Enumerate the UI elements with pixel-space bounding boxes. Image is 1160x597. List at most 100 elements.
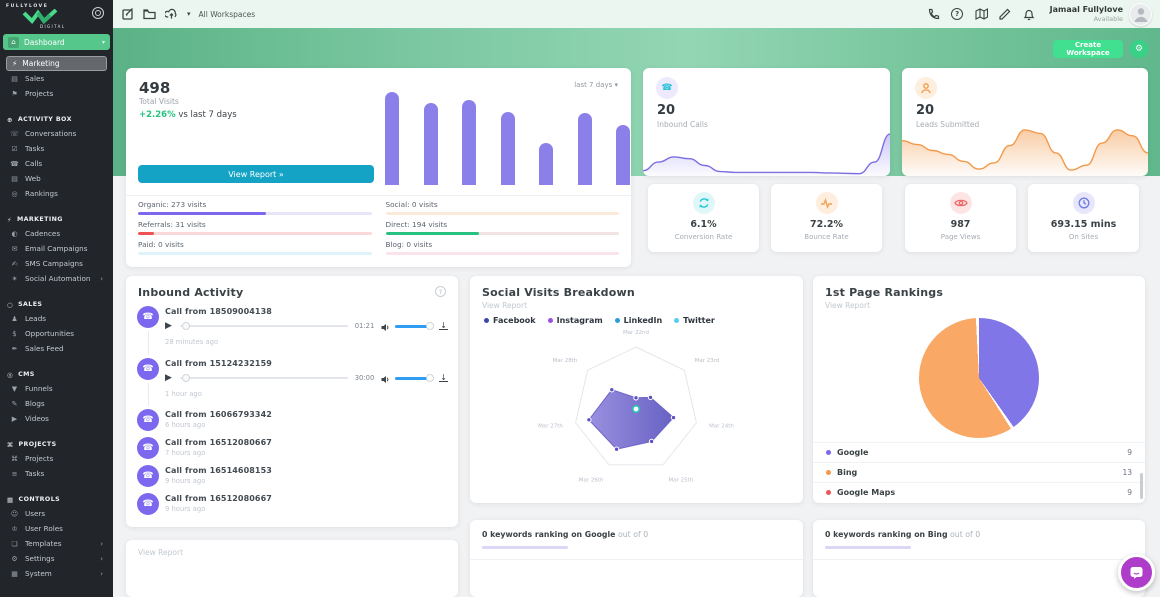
ranking-dot xyxy=(826,490,831,495)
avatar[interactable] xyxy=(1129,2,1152,26)
legend-item-twitter[interactable]: Twitter xyxy=(674,316,715,325)
workspace-selector[interactable]: All Workspaces xyxy=(198,9,256,19)
sidebar-item-projects[interactable]: ⚑ Projects xyxy=(0,86,113,101)
seek-bar[interactable] xyxy=(179,374,348,382)
map-icon[interactable] xyxy=(975,8,988,21)
web-icon: ▤ xyxy=(11,174,18,183)
download-icon[interactable]: ↓ xyxy=(439,373,448,382)
sidebar-item-sales-feed[interactable]: ✒ Sales Feed xyxy=(0,341,113,356)
sidebar-item-social-automation[interactable]: ✶ Social Automation › xyxy=(0,271,113,286)
sidebar-item-sales[interactable]: ▤ Sales xyxy=(0,71,113,86)
phone-icon[interactable] xyxy=(927,8,940,21)
ranking-row-bing[interactable]: Bing 13 xyxy=(813,462,1145,482)
bar xyxy=(423,103,438,185)
help-circle-icon[interactable]: ? xyxy=(435,286,446,297)
ranking-row-google[interactable]: Google 9 xyxy=(813,442,1145,462)
cadences-icon: ◐ xyxy=(11,229,18,238)
volume-knob[interactable] xyxy=(426,322,435,330)
social-visits-title: Social Visits Breakdown xyxy=(482,286,635,299)
sidebar-item-label: Conversations xyxy=(25,129,77,138)
radar-point xyxy=(633,395,639,401)
upload-cloud-icon[interactable] xyxy=(165,8,178,21)
speaker-icon[interactable] xyxy=(381,369,390,388)
call-icon: ☎ xyxy=(137,358,159,380)
compose-icon[interactable] xyxy=(121,8,134,21)
sidebar-section-title: ⌘ PROJECTS xyxy=(0,438,113,451)
pen-icon[interactable] xyxy=(999,8,1012,21)
sidebar-item-users[interactable]: ☺ Users xyxy=(0,506,113,521)
create-workspace-button[interactable]: Create Workspace xyxy=(1053,40,1123,58)
sidebar-item-videos[interactable]: ▶ Videos xyxy=(0,411,113,426)
sidebar-item-label: Social Automation xyxy=(25,274,91,283)
inbound-call-icon: ☎ xyxy=(656,77,678,99)
ranking-dot xyxy=(826,450,831,455)
help-icon[interactable]: ? xyxy=(951,8,964,21)
sidebar-item-leads[interactable]: ♟ Leads xyxy=(0,311,113,326)
download-icon[interactable]: ↓ xyxy=(439,321,448,330)
sidebar-collapse-icon[interactable] xyxy=(92,7,104,19)
email-campaigns-icon: ✉ xyxy=(11,244,18,253)
volume-bar[interactable] xyxy=(395,374,435,382)
sidebar-item-opportunities[interactable]: $ Opportunities xyxy=(0,326,113,341)
legend-label: LinkedIn xyxy=(623,316,663,325)
range-selector[interactable]: last 7 days ▾ xyxy=(574,81,618,89)
volume-knob[interactable] xyxy=(426,374,435,382)
view-report-link[interactable]: View Report xyxy=(825,301,871,310)
workspace-chevron-icon[interactable]: ▾ xyxy=(187,10,191,18)
sidebar-item-funnels[interactable]: ▼ Funnels xyxy=(0,381,113,396)
legend-item-facebook[interactable]: Facebook xyxy=(484,316,536,325)
bell-icon[interactable] xyxy=(1023,8,1036,21)
legend-item-linkedin[interactable]: LinkedIn xyxy=(614,316,663,325)
speaker-icon[interactable] xyxy=(381,317,390,336)
sidebar-item-web[interactable]: ▤ Web xyxy=(0,171,113,186)
visits-breakdown-row: Paid: 0 visits xyxy=(138,240,372,255)
radar-axis-label: Mar 23rd xyxy=(695,358,720,364)
workspace-gear-icon[interactable]: ⚙ xyxy=(1130,40,1148,58)
sidebar-section-title: ⊕ ACTIVITY BOX xyxy=(0,113,113,126)
radar-point xyxy=(647,394,654,401)
volume-bar[interactable] xyxy=(395,322,435,330)
sidebar-item-system[interactable]: ▦ System › xyxy=(0,566,113,581)
sidebar-item-sms-campaigns[interactable]: ✍ SMS Campaigns xyxy=(0,256,113,271)
keywords-google-text: 0 keywords ranking on Google out of 0 xyxy=(482,530,649,539)
user-menu[interactable]: Jamaal Fullylove Available xyxy=(1050,5,1123,23)
sidebar-item-dashboard[interactable]: ⌂ Dashboard ▾ xyxy=(3,34,110,50)
seek-knob[interactable] xyxy=(181,374,190,382)
play-icon[interactable]: ▶ xyxy=(165,373,172,383)
seek-bar[interactable] xyxy=(179,322,348,330)
sidebar-item-calls[interactable]: ☎ Calls xyxy=(0,156,113,171)
activity-icon xyxy=(815,192,838,214)
folder-icon[interactable] xyxy=(143,8,156,21)
sidebar-item-email-campaigns[interactable]: ✉ Email Campaigns xyxy=(0,241,113,256)
sidebar: FULLYLOVE DIGITAL ⌂ Dashboard ▾ ⚡ Market… xyxy=(0,0,113,597)
chat-launcher-button[interactable] xyxy=(1118,554,1155,591)
ranking-row-google-maps[interactable]: Google Maps 9 xyxy=(813,482,1145,502)
sidebar-item-conversations[interactable]: ☏ Conversations xyxy=(0,126,113,141)
view-report-link[interactable]: View Report xyxy=(482,301,528,310)
chevron-right-icon: › xyxy=(100,274,103,283)
sidebar-section-title: ▦ CONTROLS xyxy=(0,493,113,506)
sidebar-item-user-roles[interactable]: ♔ User Roles xyxy=(0,521,113,536)
play-icon[interactable]: ▶ xyxy=(165,321,172,331)
ranking-label: Google xyxy=(837,448,869,457)
ranking-label: Google Maps xyxy=(837,488,896,497)
sidebar-item-templates[interactable]: ❏ Templates › xyxy=(0,536,113,551)
seek-knob[interactable] xyxy=(181,322,190,330)
view-report-link[interactable]: View Report xyxy=(138,548,184,557)
sidebar-item-marketing[interactable]: ⚡ Marketing xyxy=(6,56,107,71)
sidebar-item-tasks[interactable]: ≡ Tasks xyxy=(0,466,113,481)
radar-point xyxy=(609,387,615,393)
audio-player: ▶ 01:21 ↓ xyxy=(165,319,448,333)
sidebar-item-blogs[interactable]: ✎ Blogs xyxy=(0,396,113,411)
scrollbar-thumb[interactable] xyxy=(1140,473,1143,499)
sidebar-item-settings[interactable]: ⚙ Settings › xyxy=(0,551,113,566)
call-icon: ☎ xyxy=(137,493,159,515)
sidebar-item-cadences[interactable]: ◐ Cadences xyxy=(0,226,113,241)
radar-axis-label: Mar 25th xyxy=(669,478,694,484)
sidebar-item-tasks[interactable]: ☑ Tasks xyxy=(0,141,113,156)
section-label: MARKETING xyxy=(16,216,63,223)
sidebar-item-projects[interactable]: ⌘ Projects xyxy=(0,451,113,466)
legend-item-instagram[interactable]: Instagram xyxy=(547,316,603,325)
sidebar-item-rankings[interactable]: ◎ Rankings xyxy=(0,186,113,201)
view-report-button[interactable]: View Report » xyxy=(138,165,374,183)
